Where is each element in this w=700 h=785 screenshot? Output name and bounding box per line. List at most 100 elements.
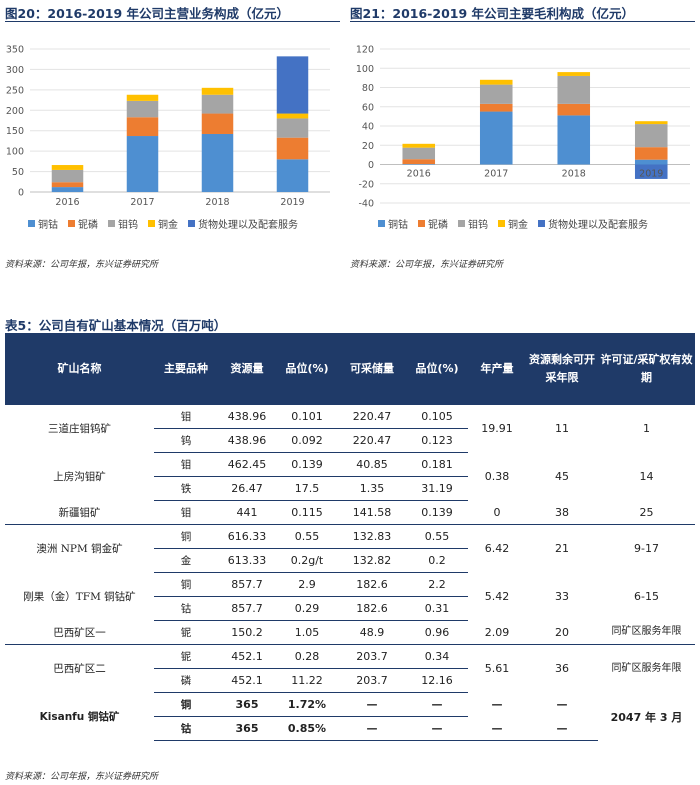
y-tick-label: 0: [368, 160, 374, 171]
years-cell: 38: [526, 500, 598, 525]
table-row: 刚果（金）TFM 铜钴矿 铜 857.7 2.9 182.6 2.2 5.42 33 6-15: [5, 572, 695, 603]
table-row: 巴西矿区二 铌 452.1 0.28 203.7 0.34 5.61 36 同矿区服务年限: [5, 644, 695, 675]
bar-2016-series-3: [51, 165, 84, 170]
resource-cell: 26.47: [218, 476, 276, 501]
y-tick-label: 50: [12, 167, 24, 178]
grade-cell: 0.101: [276, 405, 338, 429]
header-mine-name: 矿山名称: [5, 333, 154, 405]
bar-2016-series-2: [51, 169, 84, 183]
variety-cell: 钼: [154, 452, 218, 477]
years-cell: 45: [555, 470, 569, 483]
resource-cell: 613.33: [218, 548, 276, 573]
y-tick-label: 40: [362, 122, 374, 133]
bar-2017-series-0: [479, 111, 513, 165]
legend-label: 货物处理以及配套服务: [198, 218, 298, 231]
mine-name-cell: 澳洲 NPM 铜金矿: [36, 543, 123, 556]
grade-cell: 0.092: [276, 428, 338, 453]
reserve-grade-cell: 31.19: [406, 476, 468, 501]
bar-2017-series-1: [126, 117, 159, 137]
legend-swatch: [458, 220, 465, 227]
bar-2016-series-0: [402, 164, 436, 165]
variety-cell: 钨: [154, 428, 218, 453]
reserve-cell: 40.85: [338, 452, 406, 477]
variety-cell: 铌: [154, 620, 218, 645]
bar-2017-series-0: [126, 136, 159, 192]
resource-cell: 365: [218, 692, 276, 717]
bar-2018-series-3: [201, 87, 234, 95]
permit-cell: 1: [643, 422, 650, 436]
bar-2016-series-1: [402, 159, 436, 165]
grade-cell: 2.9: [276, 572, 338, 597]
legend-swatch: [538, 220, 545, 227]
years-cell: 36: [555, 662, 569, 676]
reserve-cell: 1.35: [338, 476, 406, 501]
x-tick-label: 2016: [407, 169, 431, 180]
chart-title-rule-left: [5, 21, 340, 22]
reserve-grade-cell: 0.34: [406, 644, 468, 669]
legend-label: 铜金: [508, 218, 528, 231]
chart-title-left: 图20：2016-2019 年公司主营业务构成（亿元）: [5, 6, 290, 21]
header-remaining-years: 资源剩余可开采年限: [526, 333, 598, 405]
mine-name-cell: 上房沟钼矿: [53, 471, 106, 483]
x-tick-label: 2017: [484, 169, 508, 180]
years-cell: —: [556, 698, 568, 711]
reserve-cell: 48.9: [338, 620, 406, 645]
reserve-grade-cell: 0.139: [406, 500, 468, 525]
resource-cell: 438.96: [218, 428, 276, 453]
reserve-cell: 132.82: [338, 548, 406, 573]
table-row: 上房沟钼矿 钼 462.45 0.139 40.85 0.181 0.38 45 14: [5, 452, 695, 483]
variety-cell: 钼: [154, 500, 218, 525]
table-row: 三道庄钼钨矿钼 438.96 0.101 220.47 0.105 19.91 11 1: [5, 405, 695, 435]
y-tick-label: 200: [6, 106, 24, 117]
table-row: 澳洲 NPM 铜金矿铜 616.33 0.55 132.83 0.55 6.42 21 9-1…: [5, 524, 695, 555]
legend-label: 铌磷: [78, 218, 98, 231]
variety-cell: 磷: [154, 668, 218, 693]
y-tick-label: 350: [6, 45, 24, 56]
permit-cell: 14: [639, 470, 654, 483]
chart-gross-profit-composition: -40 -20 0 20 40 60 80 100 120 2016 2017 2018 2019 铜钴 铌…: [356, 45, 690, 231]
legend-label: 钼钨: [118, 218, 138, 231]
legend-label: 铌磷: [428, 218, 448, 231]
bar-2018-series-1: [557, 103, 591, 116]
reserve-grade-cell: 12.16: [406, 668, 468, 693]
bar-2017-series-1: [479, 103, 513, 112]
grade-cell: 11.22: [276, 668, 338, 693]
reserve-grade-cell: 0.105: [406, 405, 468, 429]
reserve-grade-cell: —: [406, 692, 468, 717]
mine-name-cell: 三道庄钼钨矿: [48, 423, 111, 436]
legend-label: 铜金: [158, 218, 178, 231]
table-row: Kisanfu 铜钴矿铜 365 1.72% — — — —2047 年 3 月: [5, 692, 695, 724]
bar-2019-series-0: [276, 159, 309, 192]
bar-2017-series-3: [479, 79, 513, 85]
reserve-cell: 203.7: [338, 668, 406, 693]
resource-cell: 857.7: [218, 596, 276, 621]
bar-2018-series-0: [201, 133, 234, 192]
output-cell: 0.38: [484, 470, 510, 483]
bar-2016-series-3: [402, 143, 436, 148]
reserve-cell: 141.58: [338, 500, 406, 525]
bar-2016-series-0: [51, 187, 84, 192]
y-tick-label: 80: [362, 83, 374, 94]
table-row: 钨 438.96 0.092 220.47 0.123: [5, 428, 695, 453]
y-tick-label: -20: [358, 179, 374, 190]
mine-name-cell: Kisanfu 铜钴矿: [39, 711, 120, 723]
y-tick-label: 150: [6, 126, 24, 137]
years-cell: 33: [555, 590, 569, 603]
bar-2019-series-2: [634, 124, 668, 148]
header-resource: 资源量: [218, 333, 276, 405]
output-cell: —: [491, 698, 503, 711]
grade-cell: 1.05: [276, 620, 338, 645]
variety-cell: 铜: [154, 572, 218, 597]
output-cell: 2.09: [468, 620, 526, 645]
table-source: 资料来源：公司年报，东兴证券研究所: [5, 772, 159, 782]
output-cell: 6.42: [484, 542, 510, 556]
bar-2019-series-1: [634, 147, 668, 160]
grade-cell: 1.72%: [276, 692, 338, 717]
resource-cell: 452.1: [218, 668, 276, 693]
bar-2016-series-2: [402, 147, 436, 160]
years-cell: —: [526, 716, 598, 741]
reserve-cell: 220.47: [338, 405, 406, 429]
y-tick-label: 100: [6, 147, 24, 158]
y-tick-label: 20: [362, 141, 374, 152]
resource-cell: 462.45: [218, 452, 276, 477]
